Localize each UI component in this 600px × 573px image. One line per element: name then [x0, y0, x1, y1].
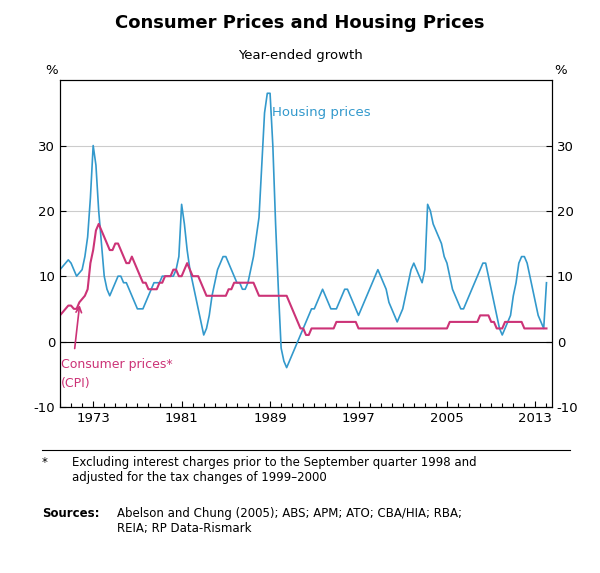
Text: Year-ended growth: Year-ended growth [238, 49, 362, 62]
Text: Consumer Prices and Housing Prices: Consumer Prices and Housing Prices [115, 14, 485, 32]
Text: (CPI): (CPI) [61, 378, 91, 390]
Text: Consumer prices*: Consumer prices* [61, 358, 173, 371]
Text: Excluding interest charges prior to the September quarter 1998 and
adjusted for : Excluding interest charges prior to the … [72, 456, 476, 484]
Text: %: % [554, 64, 567, 77]
Text: Housing prices: Housing prices [272, 107, 371, 119]
Text: *: * [42, 456, 48, 469]
Text: Abelson and Chung (2005); ABS; APM; ATO; CBA/HIA; RBA;
REIA; RP Data-Rismark: Abelson and Chung (2005); ABS; APM; ATO;… [117, 507, 462, 535]
Text: Sources:: Sources: [42, 507, 100, 520]
Text: %: % [45, 64, 58, 77]
